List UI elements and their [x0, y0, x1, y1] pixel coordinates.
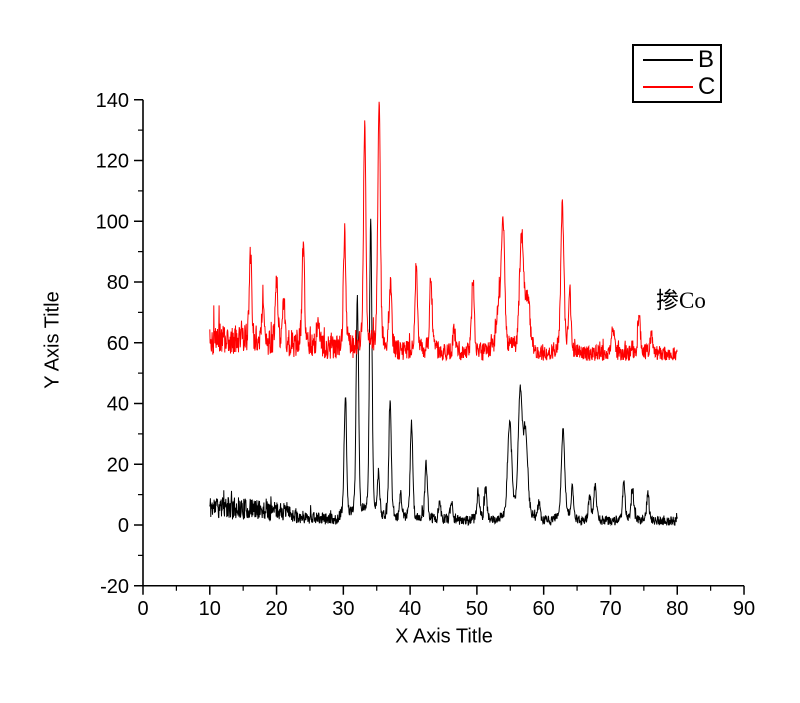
y-tick-label: -20 — [100, 576, 129, 598]
y-tick-label: 140 — [96, 90, 129, 112]
legend-entry-c: C — [643, 72, 716, 100]
legend-label-c: C — [698, 72, 716, 100]
x-tick-label: 50 — [466, 598, 488, 620]
legend-entry-b: B — [643, 48, 714, 72]
y-tick-label: 60 — [107, 333, 129, 355]
series-B-line — [209, 218, 678, 527]
y-tick-label: 80 — [107, 272, 129, 294]
y-tick-label: 100 — [96, 211, 129, 233]
x-tick-label: 70 — [599, 598, 621, 620]
x-tick-label: 80 — [666, 598, 688, 620]
x-axis-title: X Axis Title — [395, 625, 493, 648]
x-tick-label: 60 — [533, 598, 555, 620]
x-tick-label: 40 — [399, 598, 421, 620]
y-tick-label: 20 — [107, 454, 129, 476]
x-tick-label: 30 — [332, 598, 354, 620]
x-tick-label: 90 — [733, 598, 755, 620]
y-tick-label: 120 — [96, 151, 129, 173]
legend-label-b: B — [698, 46, 715, 74]
y-tick-label: 40 — [107, 394, 129, 416]
legend-line-b — [643, 59, 693, 62]
series-C-line — [209, 101, 678, 362]
legend-line-c — [643, 85, 693, 88]
y-axis-title: Y Axis Title — [41, 291, 64, 389]
legend: B C — [632, 44, 722, 103]
x-tick-label: 0 — [137, 598, 148, 620]
x-tick-label: 20 — [265, 598, 287, 620]
annotation-doped-co: 掺Co — [656, 288, 706, 313]
y-tick-label: 0 — [118, 515, 129, 537]
x-tick-label: 10 — [199, 598, 221, 620]
